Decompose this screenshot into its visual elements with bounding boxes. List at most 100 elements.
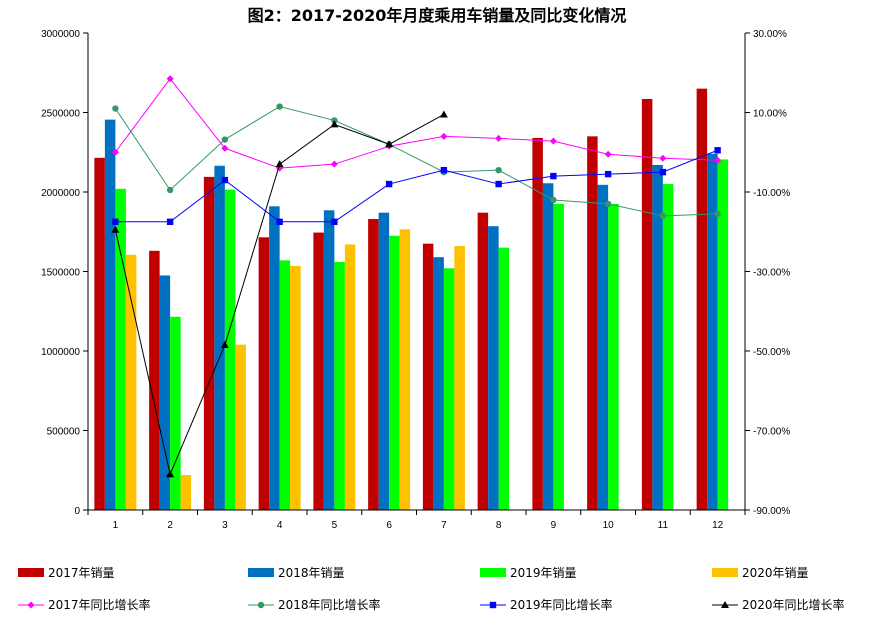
plot-area: 0 500000 1000000 1500000 2000000 2500000 30000… xyxy=(41,29,790,531)
legend-swatch-2018年销量 xyxy=(248,568,274,577)
bar-2018年销量-7 xyxy=(433,257,444,510)
x-tick-label: 3 xyxy=(222,520,228,531)
y-right-tick-label: -50.00% xyxy=(753,347,790,358)
point-2018年同比增长率-10 xyxy=(604,200,612,208)
point-2018年同比增长率-2 xyxy=(166,186,174,194)
bar-2018年销量-12 xyxy=(707,153,718,510)
y-left-tick-label: 2500000 xyxy=(41,109,80,120)
point-2020年同比增长率-6 xyxy=(385,140,394,148)
bar-2020年销量-7 xyxy=(454,246,465,510)
bar-2019年销量-8 xyxy=(498,247,510,510)
bar-2019年销量-11 xyxy=(662,184,674,511)
point-2019年同比增长率-12 xyxy=(714,147,721,154)
point-2019年同比增长率-11 xyxy=(659,168,667,176)
point-2017年同比增长率-5 xyxy=(330,160,338,168)
x-tick-label: 6 xyxy=(386,520,392,531)
point-2017年同比增长率-8 xyxy=(495,134,503,142)
y-right-tick-label: 30.00% xyxy=(753,29,787,40)
bar-2019年销量-7 xyxy=(443,268,455,510)
point-2019年同比增长率-9 xyxy=(550,172,557,180)
bar-2017年销量-8 xyxy=(477,212,489,511)
point-2019年同比增长率-8 xyxy=(495,180,502,188)
bar-2018年销量-8 xyxy=(488,226,499,510)
line-2018年同比增长率 xyxy=(114,106,718,217)
x-tick-label: 8 xyxy=(496,520,502,531)
y-left-tick-label: 2000000 xyxy=(41,188,80,199)
bar-2018年销量-10 xyxy=(597,184,609,510)
legend-label: 2020年同比增长率 xyxy=(742,597,845,612)
legend-marker-2019年同比增长率 xyxy=(489,601,497,609)
bar-2020年销量-5 xyxy=(344,244,356,510)
point-2018年同比增长率-4 xyxy=(276,103,283,110)
bar-2019年销量-3 xyxy=(224,189,236,510)
y-right-tick-label: 10.00% xyxy=(753,109,787,120)
x-tick-label: 7 xyxy=(441,520,447,531)
x-tick-label: 4 xyxy=(277,520,283,531)
bar-2019年销量-5 xyxy=(334,261,345,510)
bar-2018年销量-6 xyxy=(378,212,390,511)
point-2017年同比增长率-2 xyxy=(166,75,174,83)
bar-2018年销量-3 xyxy=(214,165,225,510)
point-2017年同比增长率-10 xyxy=(604,150,612,158)
bar-2017年销量-9 xyxy=(532,137,543,510)
y-right-tick-label: -90.00% xyxy=(753,506,790,517)
bar-2017年销量-2 xyxy=(149,250,160,510)
point-2018年同比增长率-3 xyxy=(221,136,229,143)
point-2018年同比增长率-11 xyxy=(659,212,667,220)
point-2020年同比增长率-3 xyxy=(220,341,229,349)
y-right-tick-label: -70.00% xyxy=(753,427,790,438)
point-2019年同比增长率-3 xyxy=(221,176,229,184)
legend-label: 2017年同比增长率 xyxy=(48,597,151,612)
y-left-tick-label: 500000 xyxy=(47,427,81,438)
bar-2017年销量-3 xyxy=(203,176,215,510)
bar-2020年销量-1 xyxy=(125,254,137,510)
y-right-tick-label: -30.00% xyxy=(753,268,790,279)
legend-label: 2020年销量 xyxy=(742,566,809,580)
x-tick-label: 5 xyxy=(332,520,338,531)
bar-2017年销量-1 xyxy=(94,157,105,510)
bar-2017年销量-4 xyxy=(258,237,270,510)
point-2017年同比增长率-7 xyxy=(440,132,448,140)
bar-2017年销量-10 xyxy=(587,136,598,510)
bar-2020年销量-6 xyxy=(399,229,411,511)
point-2019年同比增长率-5 xyxy=(331,218,338,226)
x-tick-label: 12 xyxy=(712,520,724,531)
bar-2018年销量-5 xyxy=(323,210,335,511)
legend-marker-2020年同比增长率 xyxy=(721,601,729,608)
legend-label: 2018年同比增长率 xyxy=(278,597,381,612)
bar-2020年销量-4 xyxy=(290,265,301,510)
bar-2017年销量-6 xyxy=(368,219,379,510)
point-2017年同比增长率-12 xyxy=(714,156,722,164)
bar-2019年销量-10 xyxy=(608,203,619,511)
point-2020年同比增长率-2 xyxy=(166,470,175,478)
bar-2019年销量-12 xyxy=(717,159,729,510)
x-tick-label: 11 xyxy=(658,520,669,531)
x-tick-label: 10 xyxy=(603,520,615,531)
bar-2020年销量-2 xyxy=(180,475,192,510)
bar-2017年销量-12 xyxy=(696,88,708,511)
bar-2018年销量-9 xyxy=(542,183,554,510)
point-2020年同比增长率-1 xyxy=(111,225,120,233)
chart-title: 图2：2017-2020年月度乘用车销量及同比变化情况 xyxy=(248,6,627,25)
legend-swatch-2017年销量 xyxy=(18,568,44,577)
point-2019年同比增长率-7 xyxy=(440,166,448,174)
point-2019年同比增长率-4 xyxy=(276,218,283,226)
legend-label: 2019年销量 xyxy=(510,566,577,580)
legend-label: 2018年销量 xyxy=(278,566,345,580)
y-left-tick-label: 3000000 xyxy=(41,29,80,40)
bar-2019年销量-1 xyxy=(115,188,126,510)
line-2019年同比增长率 xyxy=(115,149,718,223)
bar-2018年销量-1 xyxy=(104,119,116,511)
x-tick-label: 9 xyxy=(551,520,557,531)
legend-swatch-2020年销量 xyxy=(712,568,738,577)
point-2018年同比增长率-12 xyxy=(714,210,721,218)
legend: 2017年销量 2018年销量 2019年销量 2020年销量 2017年同比增长率 20… xyxy=(18,566,845,612)
bar-2019年销量-2 xyxy=(170,316,181,510)
point-2017年同比增长率-9 xyxy=(549,137,557,145)
legend-label: 2019年同比增长率 xyxy=(510,597,613,612)
y-left-tick-label: 1000000 xyxy=(41,347,80,358)
point-2017年同比增长率-3 xyxy=(221,144,229,152)
legend-marker-2018年同比增长率 xyxy=(257,601,265,609)
point-2019年同比增长率-2 xyxy=(166,218,174,226)
